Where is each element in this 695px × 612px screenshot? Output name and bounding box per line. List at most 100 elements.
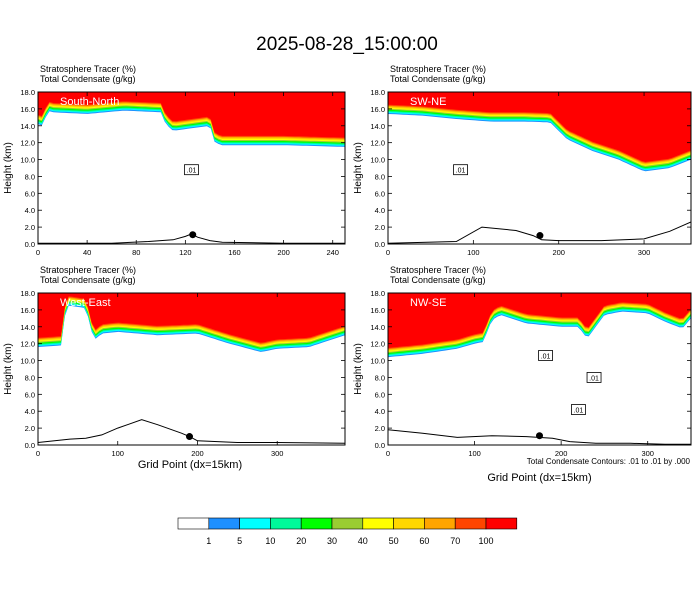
y-tick-label: 10.0 (20, 357, 35, 366)
y-tick-label: 8.0 (375, 172, 385, 181)
contour-label: .01 (187, 168, 197, 175)
y-tick-label: 4.0 (375, 407, 385, 416)
legend-label: 20 (296, 536, 306, 546)
contour-label: .01 (589, 375, 599, 382)
y-tick-label: 8.0 (25, 373, 35, 382)
location-marker (536, 432, 543, 440)
plot-area: .01 (38, 92, 345, 244)
figure-title: 2025-08-28_15:00:00 (256, 34, 438, 55)
terrain-line (388, 221, 691, 244)
x-tick-label: 0 (386, 449, 390, 458)
y-tick-label: 14.0 (370, 323, 385, 332)
legend-swatch (239, 517, 271, 530)
y-tick-label: 2.0 (375, 424, 385, 433)
legend-label: 70 (450, 536, 460, 546)
legend-swatch (270, 517, 302, 530)
legend-swatch (208, 517, 240, 530)
legend-label: 60 (419, 536, 429, 546)
legend-swatch (362, 517, 394, 530)
tracer-band-10 (38, 293, 345, 343)
legend-label: 10 (265, 536, 275, 546)
y-tick-label: 14.0 (370, 122, 385, 131)
y-tick-label: 0.0 (25, 441, 35, 450)
location-marker (186, 433, 194, 441)
y-tick-label: 6.0 (25, 189, 35, 198)
panel-label: NW-SE (410, 297, 446, 309)
y-tick-label: 4.0 (375, 206, 385, 215)
y-tick-label: 0.0 (25, 240, 35, 249)
y-tick-label: 8.0 (25, 172, 35, 181)
tracer-band-10 (38, 92, 345, 138)
x-tick-label: 0 (386, 248, 390, 257)
y-tick-label: 16.0 (370, 105, 385, 114)
plot-area: .01 (388, 92, 691, 244)
legend-label: 1 (206, 536, 211, 546)
legend-label: 50 (389, 536, 399, 546)
tracer-band-10 (388, 92, 691, 162)
plot-frame (387, 91, 692, 245)
y-tick-label: 0.0 (375, 441, 385, 450)
y-tick-label: 6.0 (375, 189, 385, 198)
y-tick-label: 16.0 (20, 306, 35, 315)
x-tick-label: 0 (36, 449, 40, 458)
contour-label-box (586, 372, 602, 383)
contour-label-box (453, 164, 468, 176)
x-tick-label: 80 (132, 248, 140, 257)
color-legend: 1 5 10 20 30 40 50 60 70 100 (177, 517, 518, 546)
y-tick-label: 0.0 (375, 240, 385, 249)
y-tick-label: 2.0 (375, 223, 385, 232)
y-tick-label: 16.0 (370, 306, 385, 315)
y-axis-label: Height (km) (353, 142, 364, 194)
panel-1: .01 South-North Stratosphere Tracer (%)Tot… (3, 64, 346, 257)
x-tick-label: 100 (467, 248, 480, 257)
location-marker (536, 232, 544, 240)
y-axis-label: Height (km) (3, 343, 14, 395)
y-tick-label: 18.0 (20, 88, 35, 97)
y-tick-label: 8.0 (375, 373, 385, 382)
legend-label: 40 (358, 536, 368, 546)
terrain-line (388, 429, 691, 445)
x-tick-label: 120 (179, 248, 192, 257)
contour-label-box (538, 350, 553, 361)
header-line-1: Stratosphere Tracer (%) (390, 64, 486, 74)
y-tick-label: 10.0 (370, 156, 385, 165)
plot-area (38, 293, 345, 444)
legend-swatch (485, 517, 518, 530)
panel3-xlabel: Grid Point (dx=15km) (138, 459, 242, 471)
y-tick-label: 4.0 (25, 407, 35, 416)
x-tick-label: 100 (468, 449, 481, 458)
panel-3: West-East Stratosphere Tracer (%)Total Co… (3, 265, 346, 458)
header-line-1: Stratosphere Tracer (%) (390, 265, 486, 275)
panel-label: SW-NE (410, 96, 446, 108)
terrain-line (38, 419, 345, 444)
panel-label: South-North (60, 96, 119, 108)
header-line-2: Total Condensate (g/kg) (390, 74, 486, 84)
legend-label: 100 (478, 536, 493, 546)
contour-label: .01 (456, 168, 466, 175)
y-tick-label: 12.0 (370, 340, 385, 349)
plot-area: .01 (388, 293, 691, 445)
x-tick-label: 200 (552, 248, 565, 257)
x-tick-label: 300 (638, 248, 651, 257)
plot-frame (387, 292, 692, 446)
legend-swatch (300, 517, 333, 530)
y-tick-label: 18.0 (370, 88, 385, 97)
legend-swatch (454, 517, 487, 530)
y-tick-label: 6.0 (25, 390, 35, 399)
plot-frame (37, 91, 346, 245)
header-line-1: Stratosphere Tracer (%) (40, 64, 136, 74)
y-tick-label: 12.0 (370, 139, 385, 148)
x-tick-label: 200 (277, 248, 290, 257)
panel-label: West-East (60, 297, 111, 309)
y-tick-label: 10.0 (20, 156, 35, 165)
x-tick-label: 300 (641, 449, 654, 458)
legend-swatch (177, 517, 210, 530)
x-tick-label: 160 (228, 248, 241, 257)
x-tick-label: 200 (191, 449, 204, 458)
y-tick-label: 2.0 (25, 424, 35, 433)
legend-label: 5 (237, 536, 242, 546)
header-line-1: Stratosphere Tracer (%) (40, 265, 136, 275)
y-tick-label: 18.0 (370, 289, 385, 298)
x-tick-label: 300 (271, 449, 284, 458)
